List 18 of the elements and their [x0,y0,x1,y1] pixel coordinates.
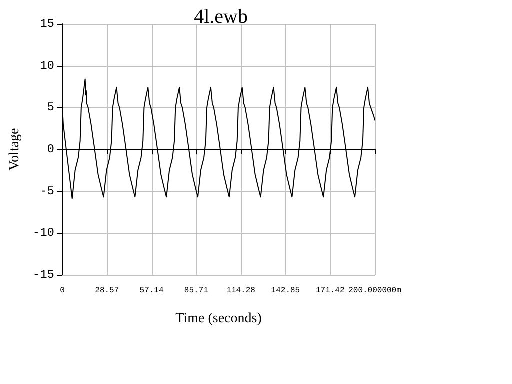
y-tick-label: 0 [47,142,55,156]
x-tick-label: 142.85 [271,286,300,296]
y-tick-label: -15 [32,268,55,282]
x-tick-label: 0 [60,286,66,296]
x-axis-title: Time (seconds) [176,312,262,326]
y-tick-label: 15 [40,17,55,31]
chart-title: 4l.ewb [194,6,248,28]
x-tick-label: 85.71 [184,286,209,296]
y-tick-label: 10 [40,58,55,73]
x-tick-label: 57.14 [140,286,164,296]
y-tick-label: -5 [40,184,55,198]
x-tick-label: 171.42 [316,286,345,296]
x-tick-label: 28.57 [95,286,120,296]
x-tick-label: 114.28 [226,286,256,296]
y-tick-label: -10 [32,226,55,240]
y-tick-label: 5 [47,100,55,115]
y-axis-title: Voltage [8,128,22,171]
x-tick-label: 200.000000m [348,286,402,296]
